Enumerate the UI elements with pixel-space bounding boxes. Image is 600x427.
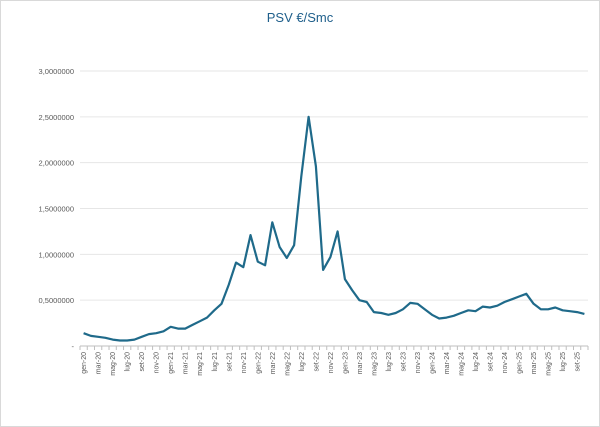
x-tick-label: set-21: [226, 352, 233, 372]
x-tick-label: set-24: [488, 352, 495, 372]
x-tick-label: lug-25: [560, 352, 567, 372]
x-tick-label: set-22: [313, 352, 320, 372]
y-tick-label: -: [72, 342, 75, 351]
x-tick-label: mag-24: [459, 352, 466, 376]
x-tick-label: gen-23: [342, 352, 349, 374]
x-tick-label: nov-22: [328, 352, 335, 374]
x-tick-label: set-23: [400, 352, 407, 372]
x-tick-label: gen-20: [81, 352, 88, 374]
x-tick-label: gen-24: [429, 352, 436, 374]
x-tick-label: nov-24: [502, 352, 509, 374]
x-tick-label: set-20: [139, 352, 146, 372]
x-tick-label: mar-24: [444, 352, 451, 374]
chart-title: PSV €/Smc: [266, 10, 334, 25]
y-tick-label: 2,5000000: [39, 113, 74, 122]
data-line-psv: [83, 115, 585, 342]
x-tick-label: mar-25: [531, 352, 538, 374]
x-tick-label: mar-22: [270, 352, 277, 374]
x-tick-label: mag-25: [546, 352, 553, 376]
x-tick-label: mar-21: [183, 352, 190, 374]
x-tick-label: mag-20: [110, 352, 117, 376]
x-tick-label: gen-21: [168, 352, 175, 374]
y-tick-label: 0,5000000: [39, 296, 74, 305]
x-tick-label: gen-22: [255, 352, 262, 374]
y-tick-label: 1,0000000: [39, 250, 74, 259]
x-tick-label: gen-25: [517, 352, 524, 374]
x-tick-label: nov-21: [241, 352, 248, 374]
x-tick-label: mag-21: [197, 352, 204, 376]
y-tick-label: 1,5000000: [39, 205, 74, 214]
x-tick-label: lug-22: [299, 352, 306, 372]
x-tick-label: lug-20: [125, 352, 132, 372]
y-tick-label: 3,0000000: [39, 67, 74, 76]
x-tick-label: mar-20: [96, 352, 103, 374]
x-tick-label: mag-23: [371, 352, 378, 376]
x-tick-label: lug-24: [473, 352, 480, 372]
x-tick-label: lug-21: [212, 352, 219, 372]
y-tick-label: 2,0000000: [39, 159, 74, 168]
x-tick-label: mag-22: [284, 352, 291, 376]
x-tick-label: lug-23: [386, 352, 393, 372]
x-tick-label: nov-23: [415, 352, 422, 374]
x-tick-label: nov-20: [154, 352, 161, 374]
x-tick-label: mar-23: [357, 352, 364, 374]
x-tick-label: set-25: [575, 352, 582, 372]
